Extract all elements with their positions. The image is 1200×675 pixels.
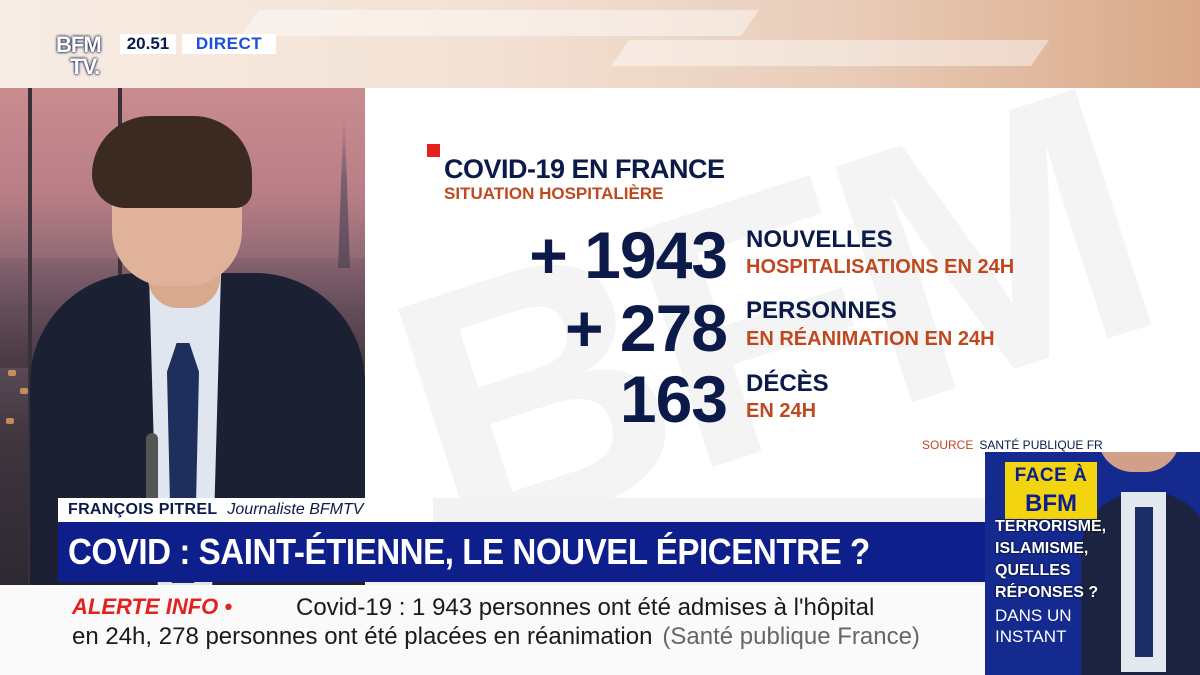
channel-logo: BFM TV. [56, 34, 112, 84]
city-light [6, 418, 14, 424]
stat-deces-label: DÉCÈS [746, 370, 829, 397]
bfm-watermark: BFM [365, 88, 1189, 498]
red-square-icon [427, 144, 440, 157]
covid-infographic: BFM COVID-19 EN FRANCE SITUATION HOSPITA… [365, 88, 1200, 498]
teaser-topic: ISLAMISME, [995, 540, 1089, 557]
ticker-line1: Covid-19 : 1 943 personnes ont été admis… [296, 594, 875, 621]
headline-text: COVID : SAINT-ÉTIENNE, LE NOUVEL ÉPICENT… [68, 531, 870, 572]
ticker-source: (Santé publique France) [662, 623, 920, 650]
top-band: BFM TV. 20.51 DIRECT [0, 0, 1200, 88]
stat-reanimation-label: PERSONNES [746, 297, 897, 324]
clock: 20.51 [120, 34, 176, 54]
city-light [20, 388, 28, 394]
guest-tie [1135, 507, 1153, 657]
window-frame [28, 88, 32, 585]
stat-reanimation-value: + 278 [565, 291, 728, 365]
stat-hospitalisations-label: NOUVELLES [746, 226, 893, 253]
decor-streak [240, 10, 760, 36]
show-teaser: FACE À BFM TERRORISME, ISLAMISME, QUELLE… [985, 452, 1200, 675]
infographic-title: COVID-19 EN FRANCE [444, 154, 725, 184]
teaser-when-line1: DANS UN [995, 606, 1072, 625]
ticker-line2: en 24h, 278 personnes ont été placées en… [72, 623, 920, 651]
teaser-when-line2: INSTANT [995, 627, 1067, 646]
source-label: SOURCE [922, 438, 974, 452]
headline-banner: COVID : SAINT-ÉTIENNE, LE NOUVEL ÉPICENT… [58, 522, 988, 582]
presenter-hair [92, 116, 252, 208]
logo-line2: TV. [70, 54, 100, 79]
stat-hospitalisations-value: + 1943 [529, 218, 728, 292]
teaser-topic: RÉPONSES ? [995, 584, 1099, 601]
stat-reanimation-sublabel: EN RÉANIMATION EN 24H [746, 328, 995, 350]
decor-streak [610, 40, 1050, 66]
alert-info-label: ALERTE INFO • [72, 594, 233, 619]
source-value: SANTÉ PUBLIQUE FR [979, 438, 1103, 452]
teaser-topic: TERRORISME, [995, 518, 1107, 535]
city-light [8, 370, 16, 376]
guest-photo [1081, 452, 1200, 675]
speaker-role: Journaliste BFMTV [227, 501, 364, 518]
infographic-subtitle: SITUATION HOSPITALIÈRE [444, 184, 664, 203]
live-badge: DIRECT [182, 34, 276, 54]
logo-line1: BFM [56, 32, 102, 57]
stat-hospitalisations-sublabel: HOSPITALISATIONS EN 24H [746, 256, 1015, 278]
stat-deces-value: 163 [619, 362, 728, 436]
source-credit: SOURCE SANTÉ PUBLIQUE FR [922, 438, 1103, 452]
teaser-topic: QUELLES [995, 562, 1071, 579]
show-title-line2: BFM [1005, 489, 1097, 519]
stat-deces-sublabel: EN 24H [746, 400, 817, 422]
news-ticker: ALERTE INFO • Covid-19 : 1 943 personnes… [0, 585, 985, 675]
speaker-nameplate: FRANÇOIS PITREL Journaliste BFMTV [58, 498, 433, 522]
speaker-name: FRANÇOIS PITREL [68, 501, 218, 518]
show-title-line1: FACE À [1005, 462, 1097, 489]
ticker-line2-text: en 24h, 278 personnes ont été placées en… [72, 623, 653, 650]
guest-face [1098, 452, 1180, 472]
